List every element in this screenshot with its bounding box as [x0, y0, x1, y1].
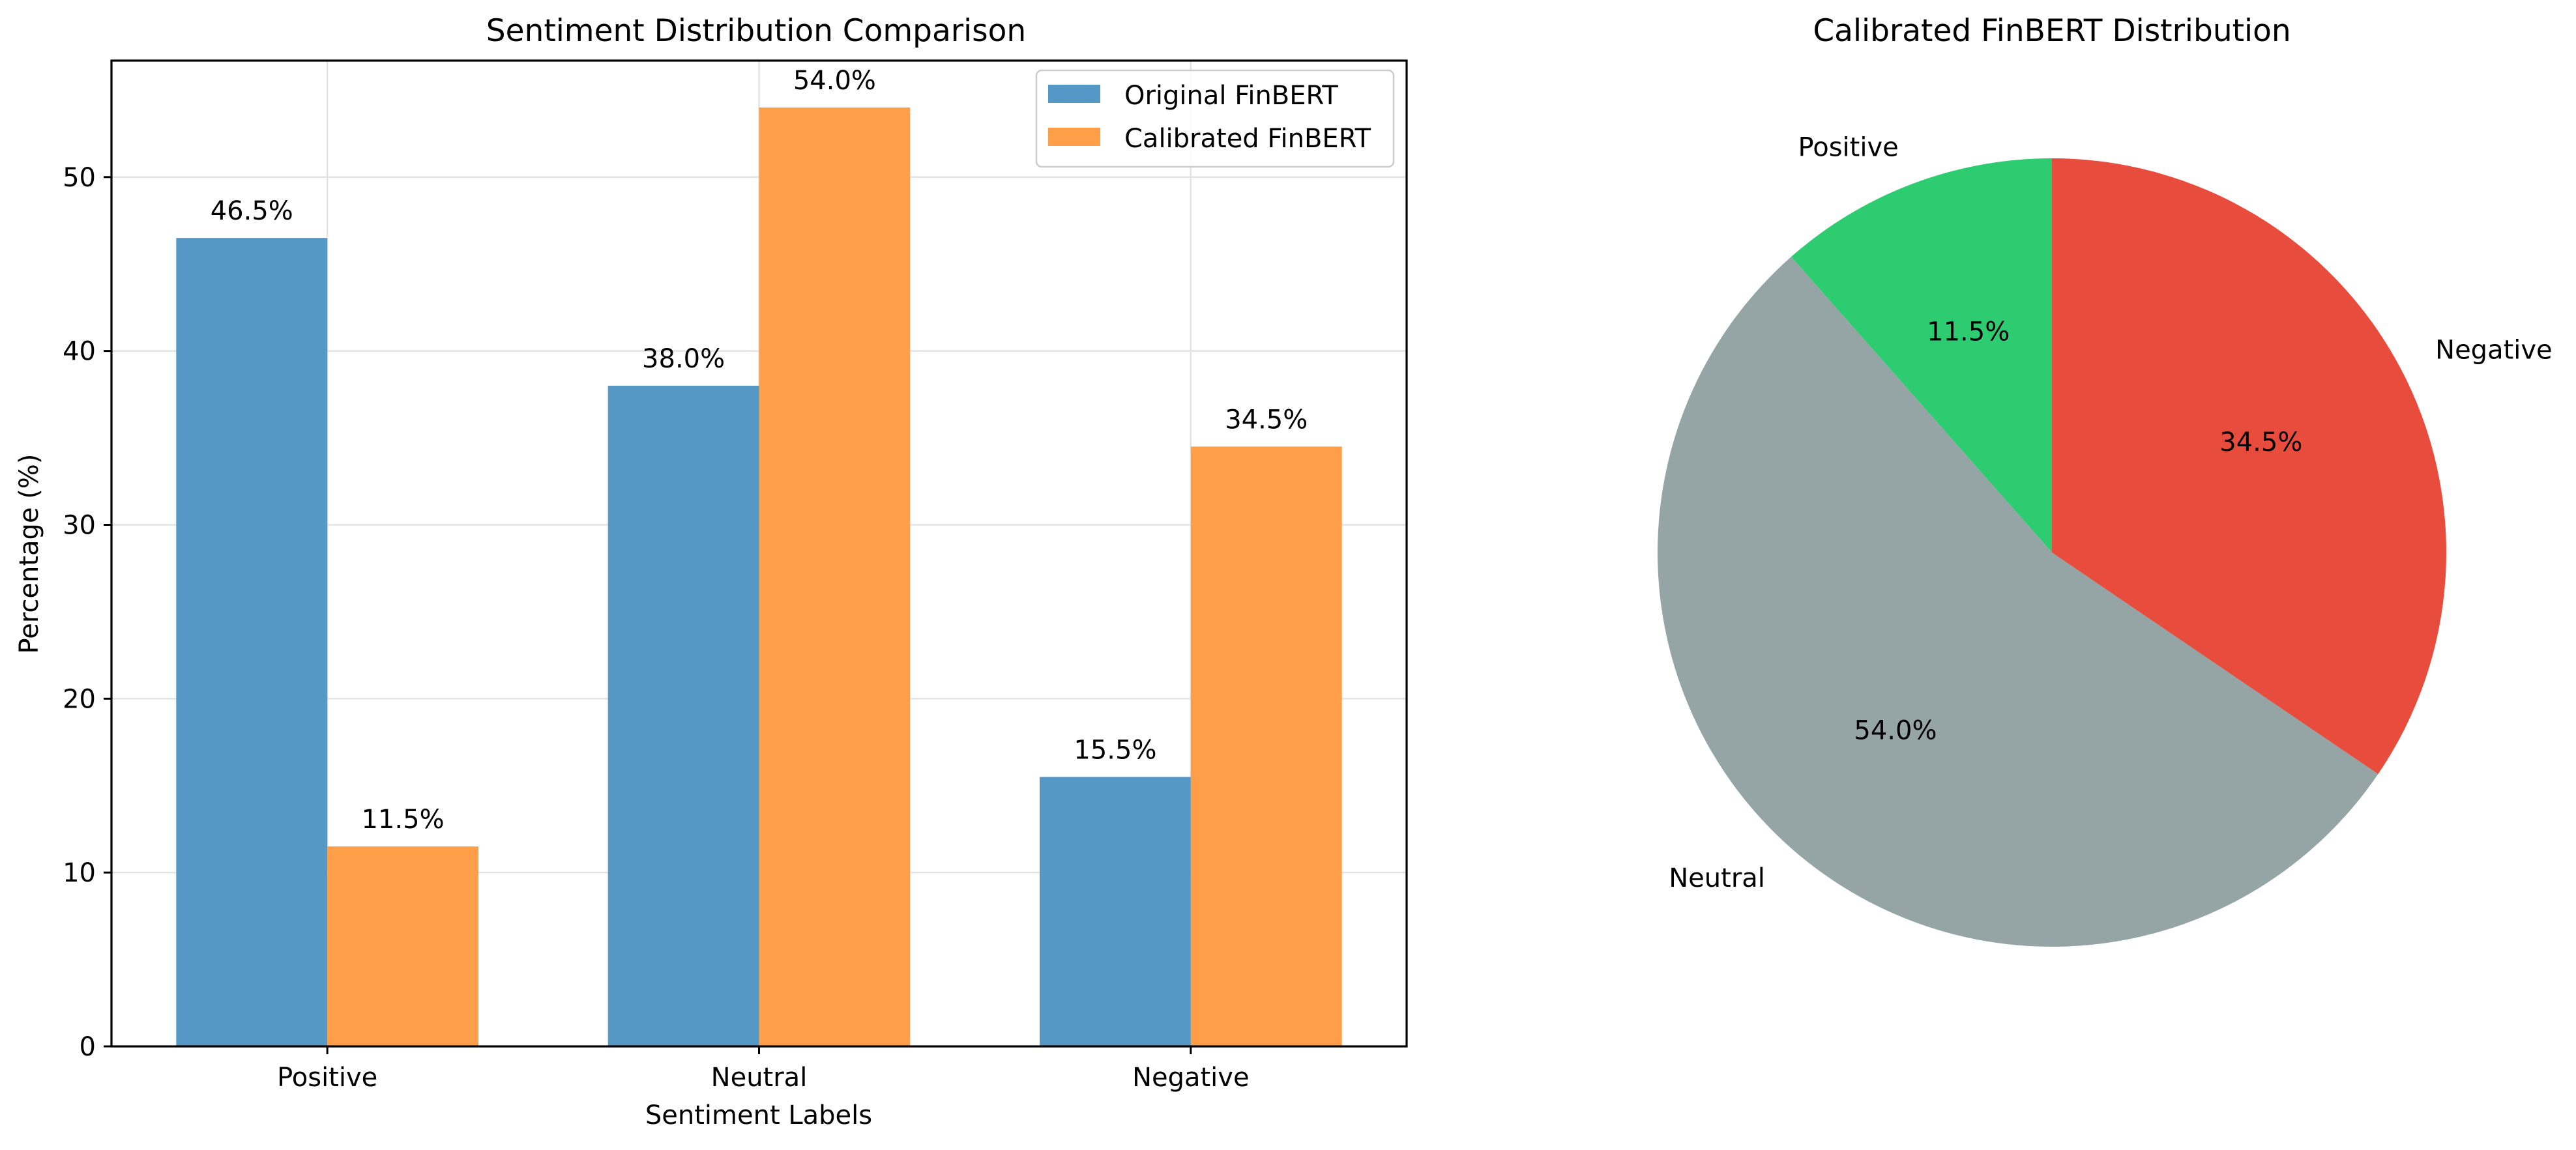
bar-value-label: 15.5%	[1074, 735, 1156, 765]
bar-original-finbert-positive	[176, 238, 328, 1046]
bar-original-finbert-neutral	[607, 385, 759, 1046]
y-tick-label: 10	[63, 858, 96, 888]
bar-value-label: 34.5%	[1225, 405, 1308, 435]
x-tick-label: Positive	[277, 1063, 377, 1093]
pie-percent-negative: 34.5%	[2219, 427, 2302, 457]
bar-chart: Sentiment Distribution Comparison 46.5% 3…	[14, 13, 1408, 1130]
bar-chart-title: Sentiment Distribution Comparison	[486, 13, 1026, 49]
bar-bars	[176, 108, 1342, 1047]
bar-y-axis-label: Percentage (%)	[14, 454, 44, 654]
bar-value-label: 38.0%	[642, 344, 725, 374]
y-tick-label: 0	[80, 1032, 96, 1062]
legend-frame	[1035, 69, 1395, 168]
y-tick-label: 40	[63, 337, 96, 367]
y-tick-label: 30	[63, 510, 96, 540]
bar-x-axis-label: Sentiment Labels	[645, 1100, 872, 1130]
bar-value-labels: 46.5% 38.0% 15.5% 11.5% 54.0% 34.5%	[211, 66, 1308, 835]
x-tick-label: Neutral	[711, 1063, 808, 1093]
pie-slice-neutral	[1658, 257, 2378, 947]
y-tick-label: 50	[63, 163, 96, 193]
pie-slice-negative	[2052, 158, 2446, 775]
pie-slice-positive	[1791, 158, 2052, 553]
legend-label-calibrated: Calibrated FinBERT	[1124, 124, 1371, 154]
bar-calibrated-finbert-negative	[1190, 446, 1342, 1046]
pie-percent-positive: 11.5%	[1927, 317, 2010, 347]
legend-swatch-calibrated	[1048, 128, 1100, 146]
bar-calibrated-finbert-positive	[327, 846, 478, 1046]
bar-y-ticks: 0 10 20 30 40 50	[63, 163, 111, 1062]
legend-swatch-original	[1048, 85, 1100, 103]
pie-slices	[1658, 158, 2446, 947]
pie-label-positive: Positive	[1798, 132, 1899, 162]
legend-label-original: Original FinBERT	[1124, 81, 1338, 111]
pie-labels: Positive 11.5% Neutral 54.0% Negative 34.5%	[1669, 132, 2552, 893]
pie-label-neutral: Neutral	[1669, 863, 1765, 893]
y-tick-label: 20	[63, 684, 96, 714]
bar-value-label: 46.5%	[211, 196, 293, 226]
bar-original-finbert-negative	[1040, 777, 1191, 1046]
x-tick-label: Negative	[1132, 1063, 1250, 1093]
pie-percent-neutral: 54.0%	[1854, 715, 1937, 745]
bar-value-label: 54.0%	[793, 66, 876, 96]
bar-legend: Original FinBERT Calibrated FinBERT	[1035, 69, 1395, 168]
bar-x-ticks: Positive Neutral Negative	[277, 1046, 1250, 1093]
pie-label-negative: Negative	[2435, 336, 2553, 366]
pie-chart-title: Calibrated FinBERT Distribution	[1813, 13, 2291, 49]
bar-value-label: 11.5%	[362, 805, 445, 835]
pie-chart: Calibrated FinBERT Distribution Positive…	[1658, 13, 2553, 947]
bar-calibrated-finbert-neutral	[759, 108, 911, 1047]
